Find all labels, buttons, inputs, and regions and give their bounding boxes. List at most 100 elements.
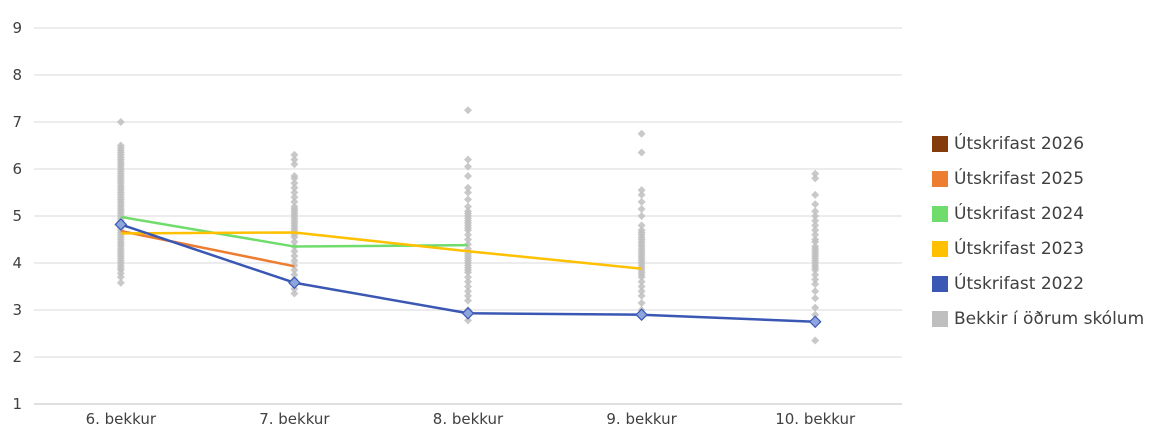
comparison-point — [290, 155, 299, 164]
comparison-point — [637, 298, 646, 307]
comparison-point — [637, 204, 646, 213]
comparison-point — [464, 202, 472, 211]
comparison-point — [811, 294, 820, 303]
comparison-point — [290, 266, 299, 275]
series-line — [120, 229, 295, 268]
comparison-point — [464, 291, 472, 300]
comparison-point — [464, 273, 472, 282]
comparison-point — [811, 174, 820, 183]
x-tick-label: 10. bekkur — [775, 410, 856, 427]
y-tick-label: 2 — [12, 348, 22, 366]
comparison-point — [464, 282, 472, 291]
x-axis-ticks: 6. bekkur 7. bekkur 8. bekkur 9. bekkur 10. … — [86, 410, 856, 427]
legend-item: Útskrifast 2022 — [932, 266, 1144, 301]
comparison-point — [464, 183, 472, 192]
comparison-point — [637, 197, 646, 206]
comparison-point — [290, 188, 299, 197]
x-tick-label: 8. bekkur — [433, 410, 504, 427]
comparison-point — [464, 162, 472, 171]
y-tick-label: 8 — [12, 66, 22, 84]
legend-swatch — [932, 205, 948, 222]
comparison-point — [290, 256, 299, 265]
legend-swatch — [932, 240, 948, 257]
legend-swatch — [932, 170, 948, 187]
comparison-point — [637, 277, 646, 286]
comparison-point — [637, 221, 646, 230]
legend-item: Útskrifast 2025 — [932, 161, 1144, 196]
comparison-point — [290, 270, 299, 279]
comparison-point — [637, 282, 646, 291]
comparison-point — [290, 179, 299, 188]
comparison-point — [116, 141, 125, 150]
comparison-point — [637, 148, 646, 157]
comparison-point — [811, 221, 820, 230]
comparison-point — [811, 216, 820, 225]
comparison-point — [637, 129, 646, 138]
legend-label: Útskrifast 2024 — [954, 203, 1085, 224]
comparison-point — [290, 172, 299, 181]
x-tick-label: 9. bekkur — [606, 410, 677, 427]
comparison-point — [811, 212, 820, 220]
y-tick-label: 6 — [12, 160, 22, 178]
comparison-point — [811, 190, 820, 199]
comparison-point — [290, 247, 299, 256]
comparison-point — [116, 118, 125, 126]
legend-item: Útskrifast 2026 — [932, 126, 1144, 161]
comparison-point — [811, 287, 820, 296]
comparison-point — [637, 212, 646, 220]
y-tick-label: 7 — [12, 113, 22, 131]
comparison-point — [637, 186, 646, 195]
legend-item: Útskrifast 2023 — [932, 231, 1144, 266]
comparison-point — [464, 195, 472, 204]
comparison-point — [290, 202, 299, 211]
y-tick-label: 3 — [12, 301, 22, 319]
y-tick-label: 9 — [12, 19, 22, 37]
y-tick-label: 1 — [12, 395, 22, 413]
comparison-point — [290, 237, 299, 246]
x-tick-label: 6. bekkur — [86, 410, 157, 427]
comparison-point — [811, 280, 820, 289]
comparison-point — [290, 150, 299, 159]
comparison-point — [811, 169, 820, 178]
legend-label: Útskrifast 2025 — [954, 168, 1085, 189]
comparison-point — [811, 336, 820, 345]
comparison-point — [811, 230, 820, 239]
legend-label: Útskrifast 2022 — [954, 273, 1085, 294]
comparison-point — [290, 183, 299, 192]
series-point — [461, 306, 475, 320]
comparison-point — [290, 160, 299, 169]
legend-swatch — [932, 135, 948, 152]
comparison-point — [464, 207, 472, 216]
comparison-point — [464, 296, 472, 305]
series-point — [808, 315, 822, 329]
legend-label: Bekkir í öðrum skólum — [954, 308, 1145, 329]
comparison-point — [464, 230, 472, 239]
comparison-point — [464, 287, 472, 296]
comparison-point — [811, 310, 820, 319]
comparison-point — [637, 287, 646, 296]
comparison-point — [637, 291, 646, 300]
series-point — [635, 308, 648, 322]
y-tick-label: 5 — [12, 207, 22, 225]
series-point — [114, 218, 128, 231]
comparison-point — [464, 235, 472, 244]
comparison-point — [811, 270, 820, 279]
legend-label: Útskrifast 2023 — [954, 238, 1085, 259]
y-axis-ticks: 1 2 3 4 5 6 7 8 9 — [12, 19, 22, 413]
comparison-point — [811, 207, 820, 216]
legend-label: Útskrifast 2026 — [954, 133, 1085, 154]
series-point — [288, 276, 301, 290]
series-lines — [114, 215, 822, 329]
legend-item: Bekkir í öðrum skólum — [932, 301, 1144, 336]
comparison-point — [464, 277, 472, 286]
comparison-point — [811, 242, 820, 251]
comparison-point — [290, 251, 299, 260]
comparison-point — [464, 106, 472, 115]
comparison-point — [290, 289, 299, 298]
comparison-point — [464, 172, 472, 181]
comparison-point — [464, 316, 472, 325]
series-line — [120, 231, 642, 270]
comparison-point — [811, 200, 820, 209]
comparison-point — [811, 303, 820, 312]
